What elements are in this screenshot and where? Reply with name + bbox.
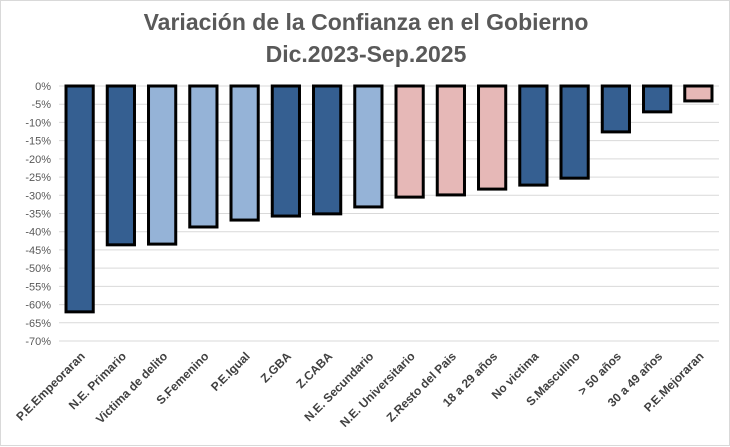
x-tick-label: P.E.Igual <box>208 349 253 394</box>
y-tick-label: -45% <box>25 245 51 257</box>
bar <box>64 84 95 314</box>
bar <box>559 84 590 180</box>
bar <box>518 84 549 187</box>
bar <box>270 84 301 218</box>
x-tick-label: P.E.Empeoraran <box>13 349 87 423</box>
bar <box>683 84 714 103</box>
x-tick-label: Z.CABA <box>293 349 335 391</box>
bar <box>105 84 136 247</box>
chart-subtitle: Dic.2023-Sep.2025 <box>265 41 467 67</box>
y-tick-label: -30% <box>25 190 51 202</box>
bar <box>477 84 508 191</box>
y-tick-label: -5% <box>31 99 51 111</box>
y-tick-label: -15% <box>25 136 51 148</box>
x-tick-label: Victima de delito <box>93 349 170 426</box>
y-tick-label: 0% <box>35 81 51 93</box>
y-tick-label: -60% <box>25 300 51 312</box>
bar <box>147 84 178 246</box>
y-tick-label: -35% <box>25 209 51 221</box>
bar <box>394 84 425 199</box>
chart-title: Variación de la Confianza en el Gobierno <box>143 9 589 35</box>
bar <box>435 84 466 197</box>
y-tick-label: -65% <box>25 318 51 330</box>
bar <box>312 84 343 216</box>
x-tick-label: N.E. Universitario <box>337 349 418 430</box>
bar <box>188 84 219 229</box>
x-tick-label: Z.Resto del Pais <box>384 349 460 425</box>
bar <box>353 84 384 209</box>
y-tick-label: -40% <box>25 227 51 239</box>
y-tick-label: -70% <box>25 336 51 348</box>
y-tick-label: -25% <box>25 172 51 184</box>
x-tick-label: Z.GBA <box>258 349 295 386</box>
bar <box>642 84 673 114</box>
y-tick-label: -50% <box>25 263 51 275</box>
bar <box>229 84 260 222</box>
y-tick-label: -10% <box>25 117 51 129</box>
y-tick-label: -55% <box>25 281 51 293</box>
y-tick-label: -20% <box>25 154 51 166</box>
bar <box>600 84 631 134</box>
